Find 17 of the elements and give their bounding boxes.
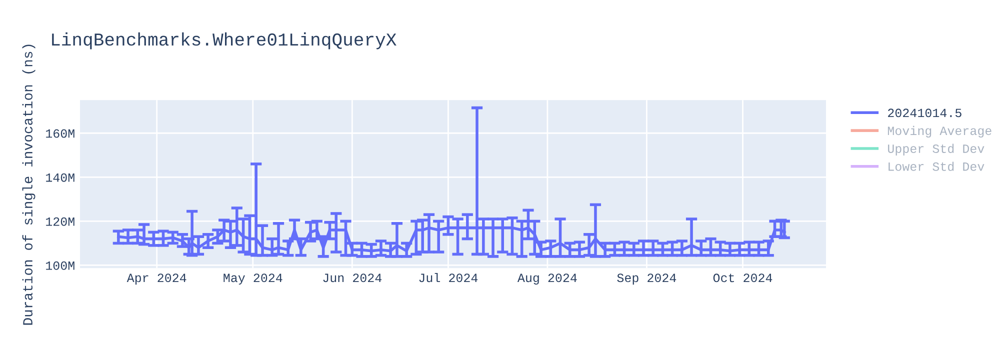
x-tick-label: Aug 2024: [517, 274, 577, 285]
legend-label: Moving Average: [888, 126, 992, 138]
legend-label: Lower Std Dev: [888, 162, 984, 171]
y-tick-label: 160M: [46, 129, 74, 138]
x-tick-label: Jul 2024: [419, 272, 478, 282]
y-tick-label: 100M: [46, 261, 74, 270]
y-tick-label: 140M: [46, 173, 74, 182]
y-tick-label: 120M: [46, 217, 74, 226]
legend-label: Upper Std Dev: [888, 144, 984, 156]
y-axis-title: Duration of single invocation (ns): [22, 44, 36, 325]
x-tick-label: Apr 2024: [126, 274, 186, 285]
x-tick-label: Jun 2024: [323, 274, 382, 282]
x-tick-label: Sep 2024: [617, 274, 676, 285]
x-tick-label: May 2024: [224, 274, 282, 285]
chart-title: LinqBenchmarks.Where01LinqQueryX: [52, 32, 396, 50]
legend-label: 20241014.5: [888, 108, 962, 118]
x-tick-label: Oct 2024: [713, 274, 772, 282]
